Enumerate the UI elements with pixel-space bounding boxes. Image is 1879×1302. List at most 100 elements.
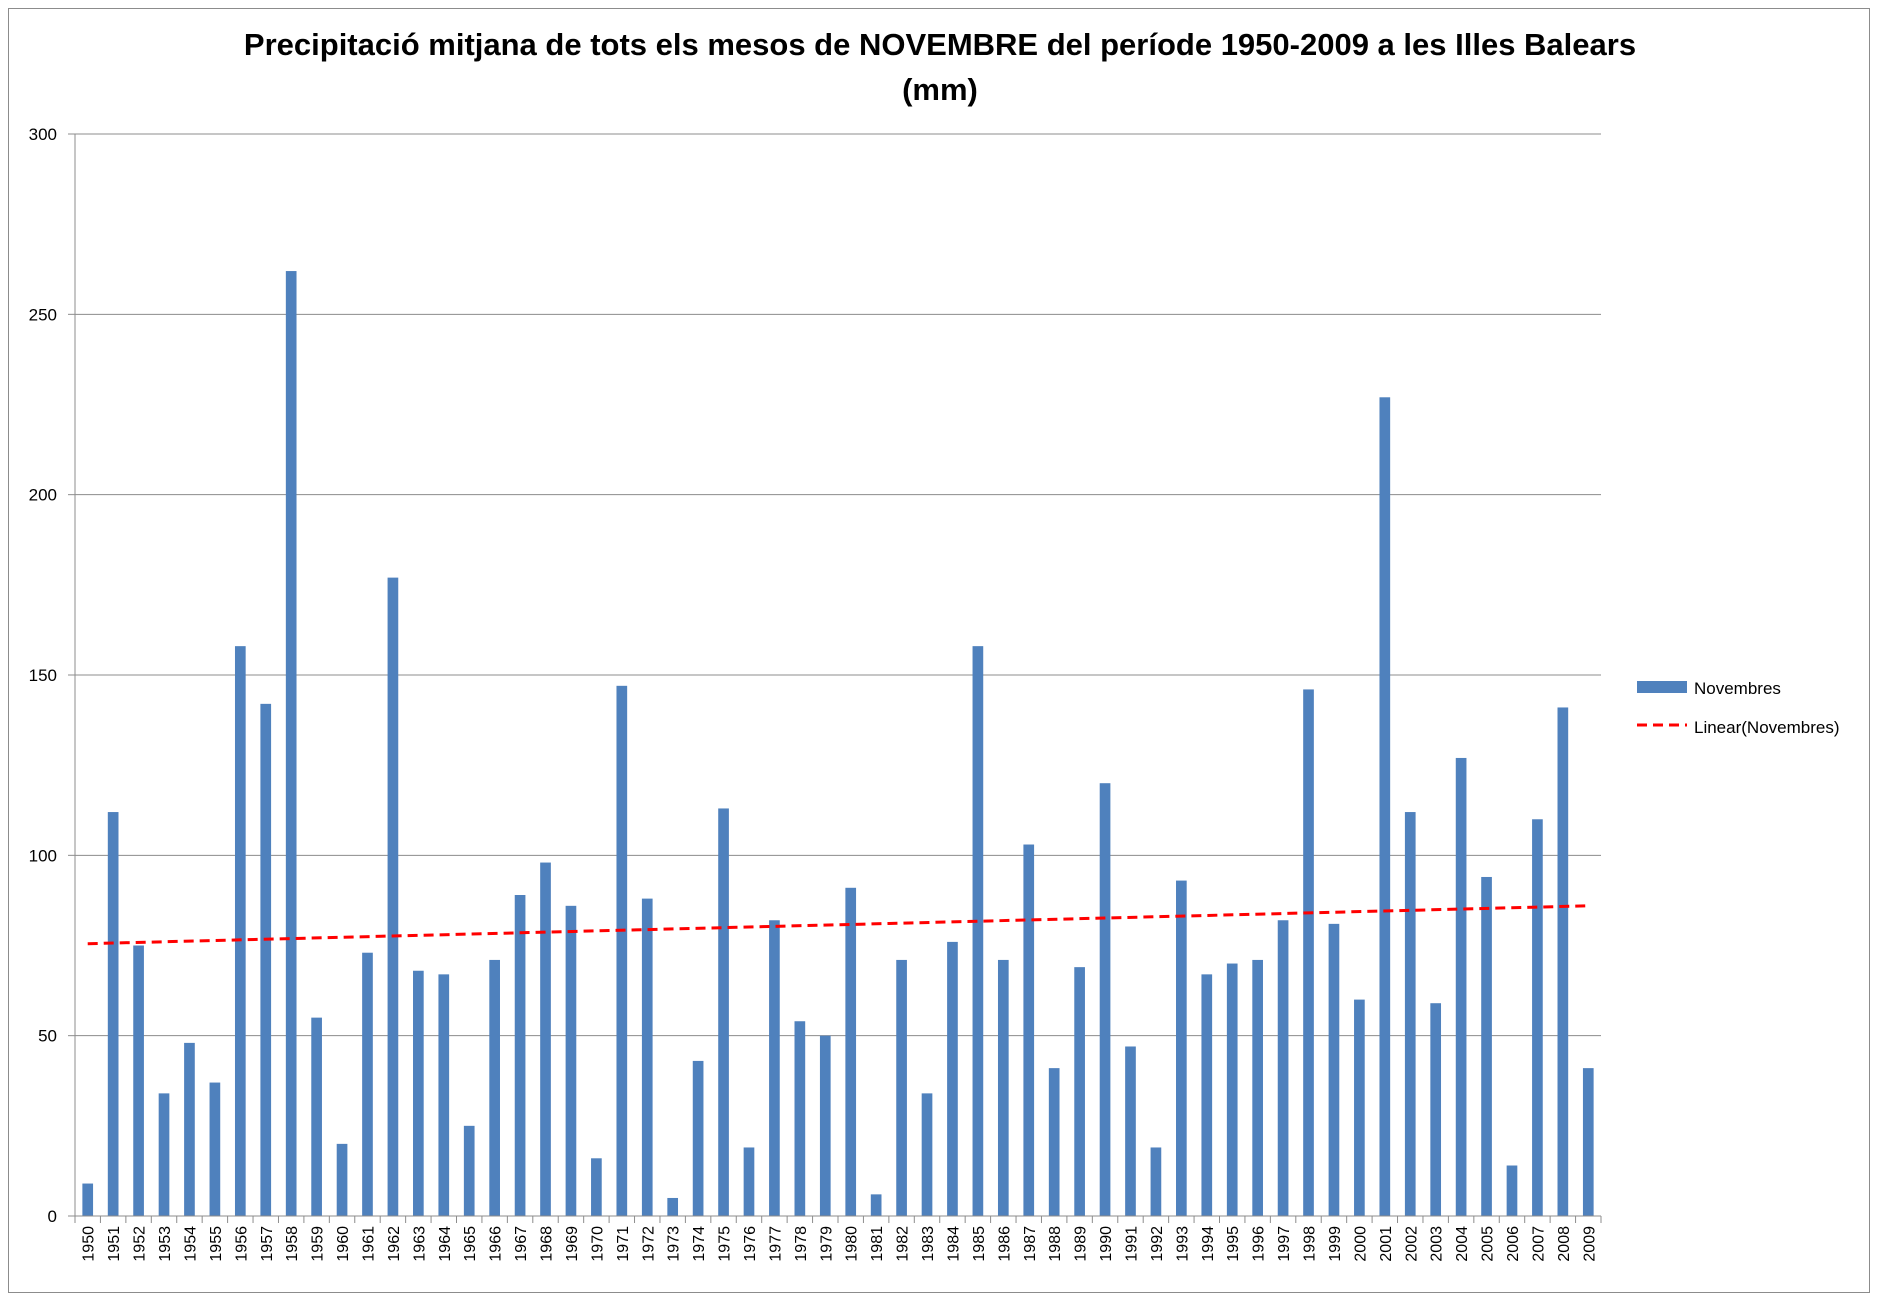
bar xyxy=(107,812,119,1216)
bar xyxy=(1150,1147,1162,1216)
x-tick-label: 2005 xyxy=(1480,1226,1497,1262)
bar xyxy=(311,1017,322,1216)
bar xyxy=(896,959,907,1216)
bar xyxy=(1125,1046,1136,1216)
x-tick-label: 1950 xyxy=(81,1226,98,1262)
y-tick-label: 250 xyxy=(29,305,57,324)
bar xyxy=(794,1021,806,1216)
x-tick-label: 1988 xyxy=(1047,1226,1064,1262)
x-tick-label: 1992 xyxy=(1149,1226,1166,1262)
x-tick-label: 1996 xyxy=(1251,1226,1268,1262)
x-tick-label: 1972 xyxy=(640,1226,657,1262)
bar xyxy=(387,577,399,1216)
x-tick-label: 1955 xyxy=(208,1226,225,1262)
y-tick-label: 200 xyxy=(29,486,57,505)
bar xyxy=(540,862,551,1216)
x-tick-label: 1991 xyxy=(1123,1226,1140,1262)
bar xyxy=(1430,1003,1442,1216)
x-tick-label: 1957 xyxy=(259,1226,276,1262)
bar xyxy=(158,1093,170,1216)
x-tick-label: 1959 xyxy=(310,1226,327,1262)
chart-frame xyxy=(8,8,1870,1293)
bar xyxy=(1532,819,1543,1216)
x-tick-label: 1978 xyxy=(793,1226,810,1262)
bar xyxy=(184,1042,195,1216)
bar xyxy=(997,959,1009,1216)
x-tick-label: 1970 xyxy=(589,1226,606,1262)
bar xyxy=(1176,880,1187,1216)
bar xyxy=(260,703,272,1216)
x-tick-label: 1973 xyxy=(666,1226,683,1262)
bar xyxy=(845,887,857,1216)
x-tick-label: 1951 xyxy=(106,1226,123,1262)
trendline xyxy=(87,904,1589,946)
bar xyxy=(133,945,144,1216)
x-tick-label: 1993 xyxy=(1174,1226,1191,1262)
x-tick-label: 1969 xyxy=(564,1226,581,1262)
bar xyxy=(1099,783,1111,1216)
x-tick-label: 1980 xyxy=(844,1226,861,1262)
bar xyxy=(1582,1068,1594,1216)
x-tick-label: 1983 xyxy=(920,1226,937,1262)
bar xyxy=(1404,812,1416,1216)
x-tick-label: 1997 xyxy=(1276,1226,1293,1262)
trendline-layer xyxy=(87,904,1589,946)
bar xyxy=(463,1125,475,1216)
x-tick-label: 2000 xyxy=(1352,1226,1369,1262)
bar xyxy=(1354,999,1365,1216)
x-tick-label: 2004 xyxy=(1454,1226,1471,1262)
bar xyxy=(413,970,424,1216)
x-tick-label: 1965 xyxy=(462,1226,479,1262)
bar xyxy=(1455,757,1467,1216)
y-axis-ticks: 0 50 100 150 200 250 300 xyxy=(29,125,75,1226)
x-tick-label: 1999 xyxy=(1327,1226,1344,1262)
x-tick-label: 1981 xyxy=(869,1226,886,1262)
y-tick-label: 150 xyxy=(29,666,57,685)
legend: Novembres Linear(Novembres) xyxy=(1637,679,1840,737)
bar xyxy=(1252,959,1263,1216)
x-tick-label: 2008 xyxy=(1556,1226,1573,1262)
bar xyxy=(921,1093,933,1216)
bar xyxy=(667,1197,679,1216)
x-tick-label: 1963 xyxy=(411,1226,428,1262)
gridlines xyxy=(75,133,1601,1037)
bar xyxy=(870,1194,882,1216)
bar xyxy=(362,952,373,1216)
y-tick-label: 50 xyxy=(38,1027,57,1046)
x-tick-label: 1985 xyxy=(971,1226,988,1262)
bar xyxy=(1379,397,1391,1217)
bar xyxy=(1277,920,1289,1216)
x-tick-label: 1968 xyxy=(539,1226,556,1262)
bar xyxy=(209,1082,221,1216)
bar xyxy=(234,646,246,1216)
x-tick-label: 1994 xyxy=(1200,1226,1217,1262)
bar xyxy=(743,1147,755,1216)
x-tick-label: 1977 xyxy=(767,1226,784,1262)
legend-swatch-novembres xyxy=(1637,681,1687,693)
bar xyxy=(565,905,577,1216)
chart-subtitle: (mm) xyxy=(902,72,978,107)
x-tick-label: 1984 xyxy=(945,1226,962,1262)
bar xyxy=(641,898,653,1216)
bar xyxy=(1481,876,1492,1216)
bar xyxy=(591,1158,602,1216)
x-tick-label: 1960 xyxy=(335,1226,352,1262)
x-axis-ticks: 1950 1951 1952 1953 1954 1955 1956 1957 1958 1959… xyxy=(74,1216,1602,1262)
x-tick-label: 1976 xyxy=(742,1226,759,1262)
bar xyxy=(336,1143,348,1216)
bar xyxy=(1226,963,1238,1216)
x-tick-label: 1998 xyxy=(1302,1226,1319,1262)
x-tick-label: 1987 xyxy=(1022,1226,1039,1262)
bar xyxy=(1201,974,1213,1216)
x-tick-label: 1975 xyxy=(717,1226,734,1262)
x-tick-label: 1982 xyxy=(895,1226,912,1262)
x-tick-label: 2003 xyxy=(1429,1226,1446,1262)
chart-title: Precipitació mitjana de tots els mesos d… xyxy=(244,27,1636,62)
x-tick-label: 1953 xyxy=(157,1226,174,1262)
bar xyxy=(1328,923,1340,1216)
legend-label-trendline: Linear(Novembres) xyxy=(1694,718,1840,737)
bar xyxy=(1303,689,1314,1216)
x-tick-label: 2007 xyxy=(1530,1226,1547,1262)
legend-label-novembres: Novembres xyxy=(1694,679,1781,698)
